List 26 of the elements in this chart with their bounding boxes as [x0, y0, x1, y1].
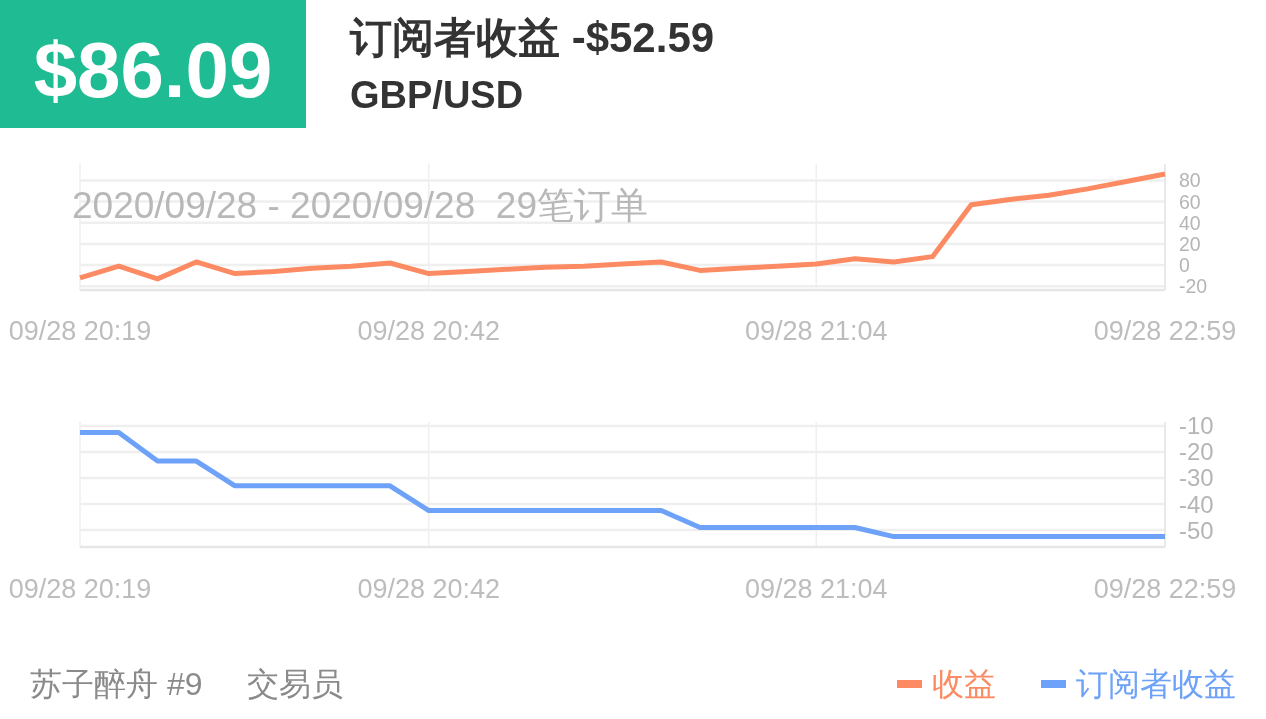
y-tick-label: -40	[1179, 490, 1214, 518]
chart-title: 订阅者收益 -$52.59	[349, 14, 715, 61]
y-tick-label: -10	[1179, 412, 1214, 440]
y-tick-label: -20	[1179, 438, 1214, 466]
y-tick-label: 60	[1179, 190, 1201, 213]
x-tick-label: 09/28 20:19	[8, 574, 152, 604]
x-tick-label: 09/28 20:42	[357, 316, 501, 346]
annotation: 2020/09/28 - 2020/09/28 29笔订单	[72, 185, 648, 226]
y-tick-label: 40	[1179, 211, 1201, 234]
y-tick-label: 20	[1179, 232, 1201, 255]
y-tick-label: -20	[1179, 275, 1208, 298]
legend-label: 收益	[932, 666, 996, 702]
x-tick-label: 09/28 21:04	[744, 574, 888, 604]
x-tick-label: 09/28 20:19	[8, 316, 152, 346]
x-tick-label: 09/28 21:04	[744, 316, 888, 346]
x-tick-label: 09/28 22:59	[1093, 316, 1237, 346]
x-tick-label: 09/28 20:42	[357, 574, 501, 604]
y-tick-label: 80	[1179, 169, 1201, 192]
chart-subtitle: GBP/USD	[350, 74, 524, 116]
text: $86.09	[33, 26, 273, 114]
x-tick-label: 09/28 22:59	[1093, 574, 1237, 604]
legend-label: 订阅者收益	[1076, 666, 1236, 702]
text: 苏子醉舟 #9 交易员	[30, 666, 343, 702]
y-tick-label: -30	[1179, 464, 1214, 492]
y-tick-label: -50	[1179, 516, 1214, 544]
y-tick-label: 0	[1179, 254, 1190, 277]
